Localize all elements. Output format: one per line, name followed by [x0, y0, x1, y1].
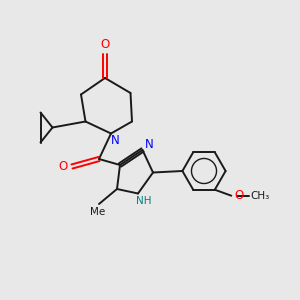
Text: O: O: [58, 160, 68, 173]
Text: NH: NH: [136, 196, 151, 206]
Text: CH₃: CH₃: [250, 191, 269, 201]
Text: O: O: [234, 189, 243, 202]
Text: Me: Me: [90, 207, 105, 218]
Text: O: O: [100, 38, 109, 52]
Text: N: N: [145, 138, 154, 151]
Text: N: N: [111, 134, 120, 147]
